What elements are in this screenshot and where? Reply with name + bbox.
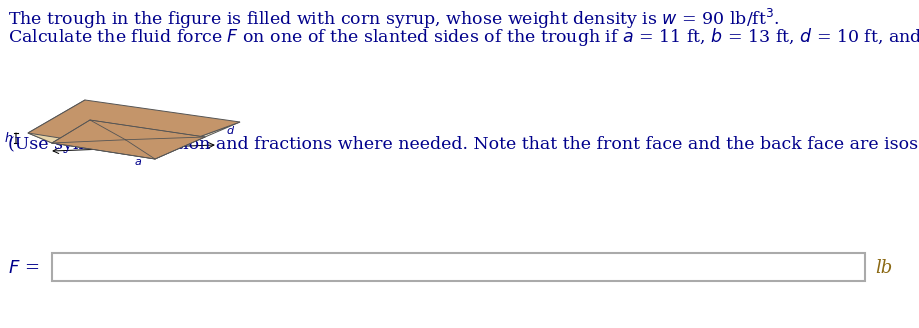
Polygon shape bbox=[28, 133, 154, 159]
Polygon shape bbox=[28, 100, 90, 143]
Text: $F$ =: $F$ = bbox=[8, 259, 40, 277]
Polygon shape bbox=[52, 120, 205, 159]
Text: lb: lb bbox=[874, 259, 891, 277]
Text: Calculate the fluid force $F$ on one of the slanted sides of the trough if $a$ =: Calculate the fluid force $F$ on one of … bbox=[8, 26, 919, 48]
Polygon shape bbox=[28, 100, 240, 153]
Text: $a$: $a$ bbox=[134, 157, 142, 167]
Text: (Use symbolic notation and fractions where needed. Note that the front face and : (Use symbolic notation and fractions whe… bbox=[8, 136, 919, 153]
Text: $b$: $b$ bbox=[96, 120, 105, 133]
Text: The trough in the figure is filled with corn syrup, whose weight density is $w$ : The trough in the figure is filled with … bbox=[8, 7, 778, 31]
FancyBboxPatch shape bbox=[52, 253, 864, 281]
Text: $d$: $d$ bbox=[226, 124, 234, 135]
Text: $h$: $h$ bbox=[5, 131, 14, 145]
Polygon shape bbox=[154, 122, 240, 159]
